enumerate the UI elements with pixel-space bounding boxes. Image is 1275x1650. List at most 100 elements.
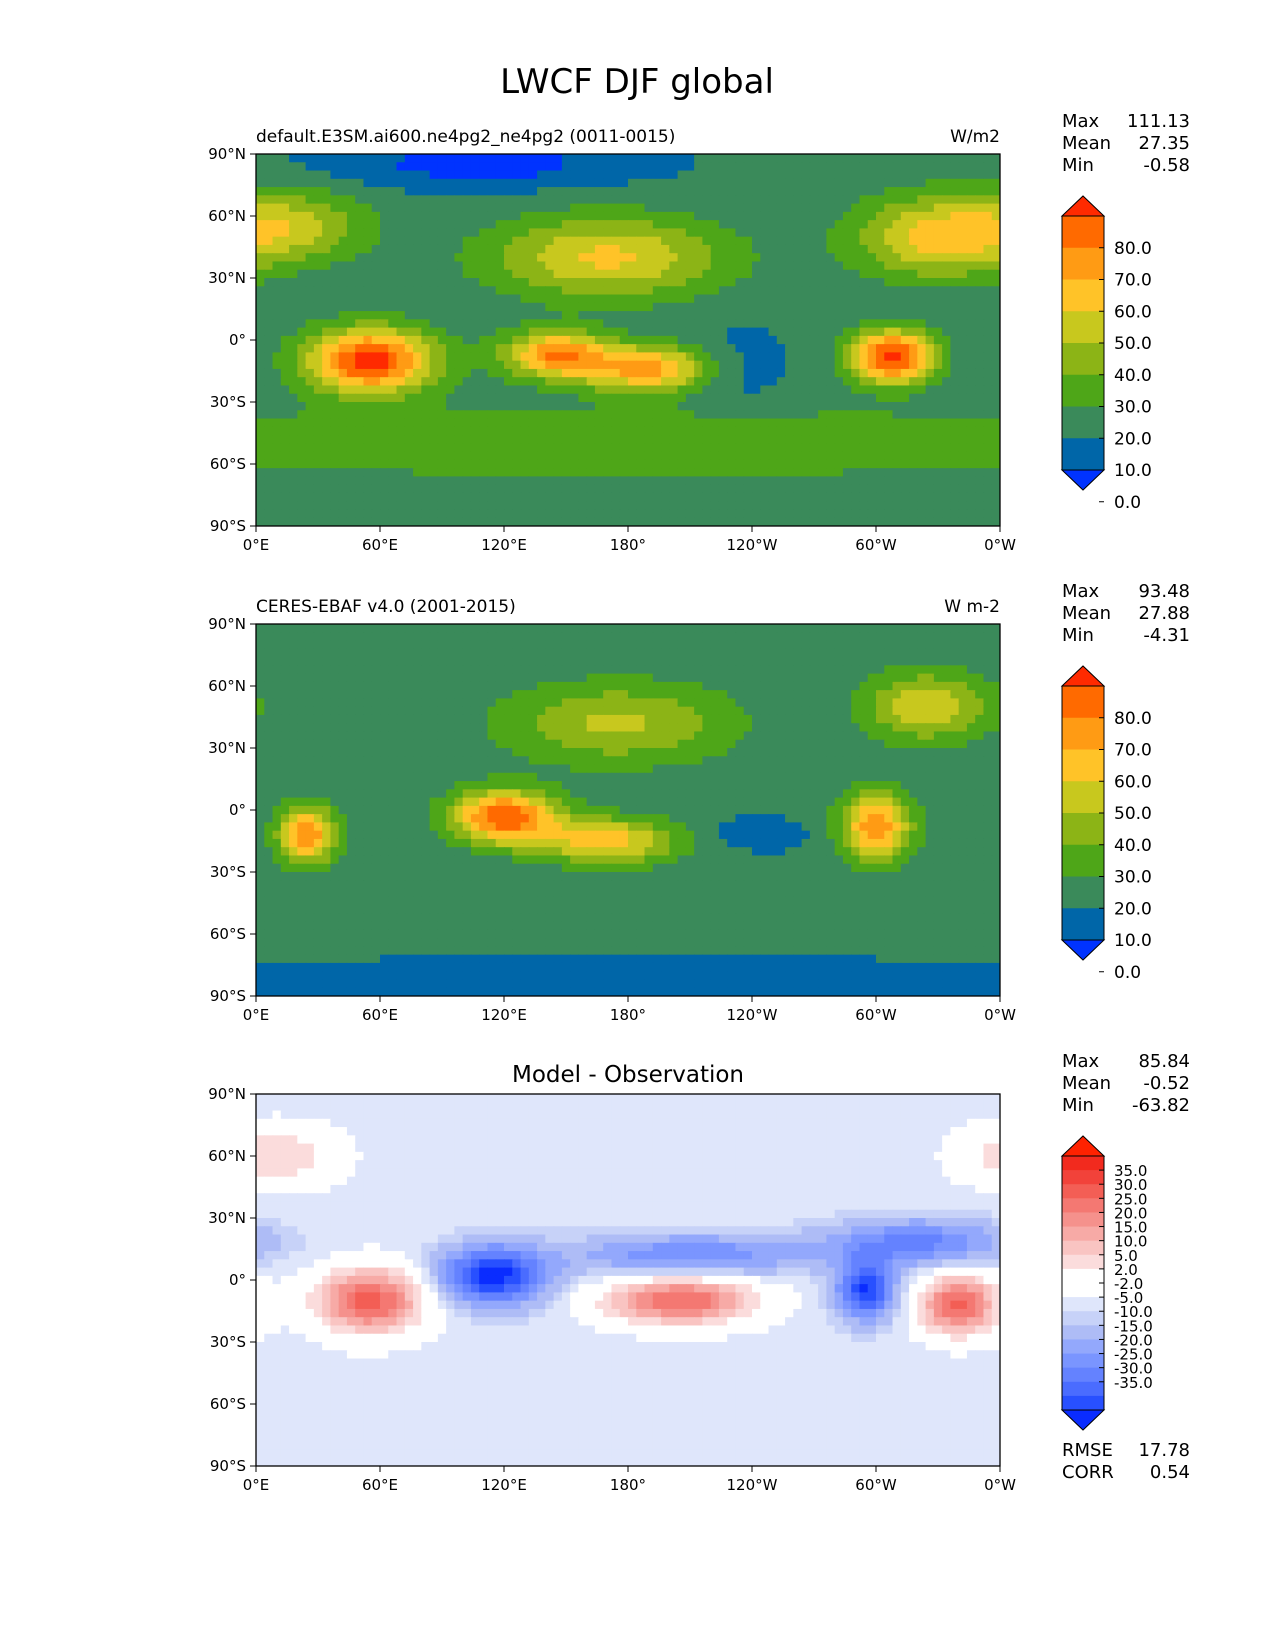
field-cell [528,294,538,304]
field-cell [380,319,389,329]
field-cell [396,690,406,699]
field-cell [718,253,728,263]
field-cell [429,327,439,337]
field-cell [776,484,786,494]
field-cell [942,435,951,444]
field-cell [504,640,513,650]
field-cell [553,476,563,486]
field-cell [991,335,1000,345]
field-cell [793,648,803,658]
field-cell [346,253,356,263]
field-cell [280,368,290,378]
field-cell [586,244,596,254]
field-cell [694,624,703,633]
field-cell [727,509,737,519]
field-cell [346,681,356,691]
field-cell [429,648,439,658]
field-cell [545,335,555,345]
field-cell [437,203,447,213]
field-cell [644,195,654,205]
field-cell [578,253,588,263]
field-cell [346,451,356,461]
field-cell [793,278,803,287]
field-cell [909,443,918,453]
field-cell [322,352,331,362]
field-cell [859,385,869,395]
field-cell [570,484,579,494]
field-cell [628,640,637,650]
field-cell [892,170,902,180]
field-cell [462,344,472,353]
field-cell [363,476,373,486]
field-cell [272,690,282,699]
field-cell [421,476,431,486]
field-cell [553,435,563,444]
field-cell [264,302,274,312]
field-cell [776,690,786,699]
field-cell [437,294,447,304]
field-cell [859,377,869,387]
field-cell [933,402,943,411]
field-cell [801,393,811,403]
field-cell [594,632,604,642]
field-cell [694,418,703,428]
field-cell [966,294,976,304]
field-cell [851,673,861,683]
field-cell [966,278,976,287]
field-cell [371,690,381,699]
field-cell [570,426,579,436]
field-cell [834,443,844,453]
field-cell [528,253,538,263]
field-cell [644,509,654,519]
field-cell [851,261,861,271]
field-cell [793,624,803,633]
field-cell [867,673,877,683]
field-cell [677,624,687,633]
field-cell [280,228,290,238]
field-cell [669,517,679,526]
field-cell [404,220,414,229]
field-cell [380,492,389,502]
field-cell [933,311,943,320]
field-cell [512,418,522,428]
field-cell [636,302,646,312]
field-cell [297,344,307,353]
field-cell [594,476,604,486]
field-cell [396,253,406,263]
field-cell [859,681,869,691]
field-cell [859,632,869,642]
field-cell [760,657,770,666]
field-cell [520,294,530,304]
field-cell [537,484,546,494]
field-cell [586,459,596,469]
field-cell [710,311,720,320]
field-cell [528,220,538,229]
field-cell [933,302,943,312]
field-cell [545,492,555,502]
field-cell [338,162,348,172]
field-cell [305,492,315,502]
field-cell [752,195,761,205]
field-cell [776,344,786,353]
field-cell [313,154,323,163]
field-cell [470,244,480,254]
field-cell [975,344,985,353]
field-cell [809,665,819,675]
field-cell [545,368,555,378]
field-cell [735,377,745,387]
field-cell [404,170,414,180]
field-cell [834,154,844,163]
field-cell [652,261,662,271]
field-cell [305,657,315,666]
field-cell [933,203,943,213]
field-cell [859,278,869,287]
field-cell [470,418,480,428]
field-cell [520,509,530,519]
field-cell [470,393,480,403]
field-cell [917,443,927,453]
field-cell [818,244,827,254]
field-cell [619,211,629,221]
field-cell [586,278,596,287]
field-cell [793,640,803,650]
field-cell [735,690,745,699]
